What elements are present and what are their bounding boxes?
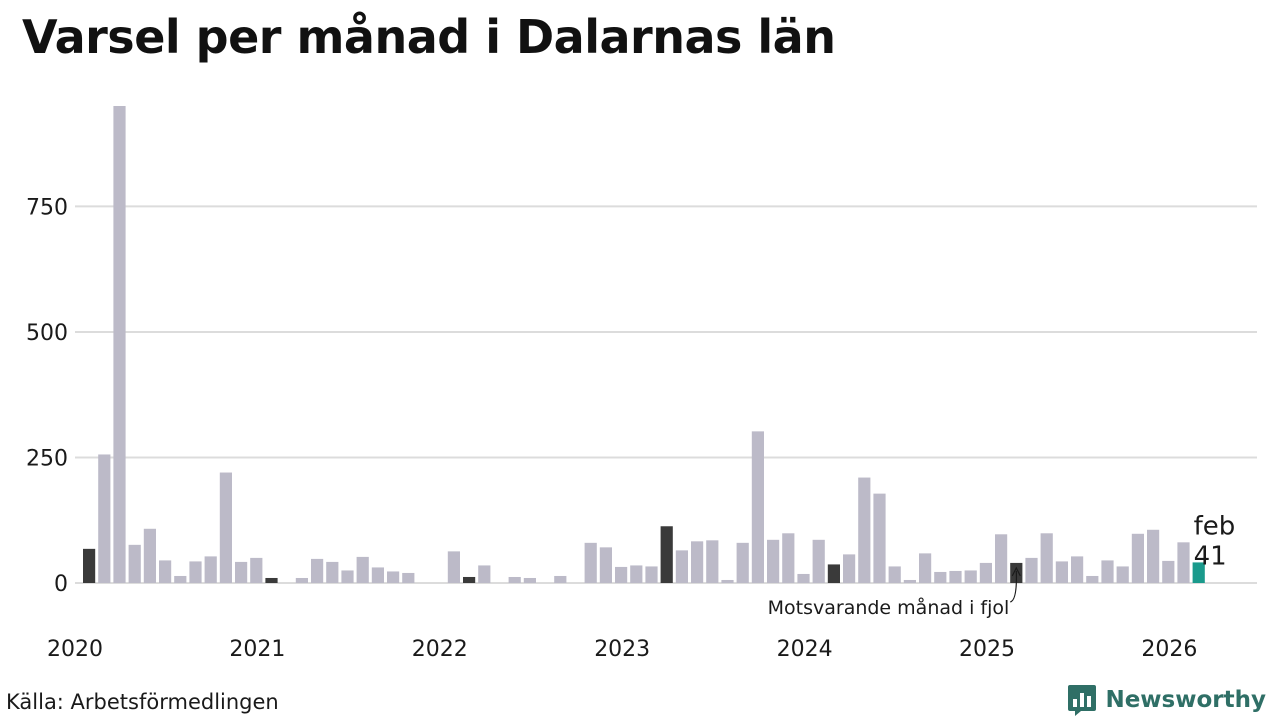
bar (219, 472, 232, 583)
x-tick-label: 2024 (777, 637, 833, 662)
bar (1071, 556, 1084, 583)
bar (782, 533, 795, 583)
bar (919, 553, 932, 583)
bar (356, 556, 369, 583)
bar (523, 577, 536, 583)
bar (554, 575, 567, 583)
y-tick-label: 750 (26, 195, 68, 220)
bar (903, 579, 916, 583)
bar (235, 561, 248, 583)
bar (265, 577, 278, 583)
newsworthy-logo-icon (1068, 685, 1097, 716)
x-axis-ticks: 2020 2021 2022 2023 2024 2025 2026 (47, 637, 1197, 662)
bar (615, 566, 628, 583)
bar (843, 554, 856, 583)
bar (751, 431, 764, 583)
current-month-label: feb (1194, 511, 1236, 541)
bar (675, 550, 688, 583)
bar (174, 575, 187, 583)
bar (949, 570, 962, 583)
bar (584, 542, 597, 583)
y-tick-label: 250 (26, 446, 68, 471)
bar (934, 571, 947, 583)
bar (463, 576, 476, 583)
bar (767, 539, 780, 583)
y-axis-ticks: 0 250 500 750 (26, 195, 68, 597)
bar (812, 539, 825, 583)
annotation-label: Motsvarande månad i fjol (768, 596, 1010, 619)
bar (706, 540, 719, 583)
bar (250, 557, 263, 583)
current-value-label: 41 (1194, 541, 1227, 571)
bar (447, 551, 460, 583)
bar (1116, 566, 1129, 583)
bar (1055, 561, 1068, 583)
y-tick-label: 0 (54, 572, 68, 597)
bar (888, 566, 901, 583)
bar (478, 565, 491, 583)
bar (143, 528, 156, 583)
bar (295, 577, 308, 583)
annotation-arrow (1010, 570, 1018, 603)
bar (964, 570, 977, 583)
bar (645, 566, 658, 583)
bar (326, 561, 339, 583)
bar (873, 493, 886, 583)
bar (341, 570, 354, 583)
bar (630, 565, 643, 583)
bar (599, 547, 612, 583)
bar (827, 564, 840, 583)
bar (128, 544, 141, 583)
bar (1162, 560, 1175, 583)
x-tick-label: 2025 (959, 637, 1015, 662)
bar (1101, 560, 1114, 583)
bar (98, 454, 111, 583)
y-tick-label: 500 (26, 321, 68, 346)
annotation-arrowhead (1011, 566, 1021, 577)
x-tick-label: 2020 (47, 637, 103, 662)
bar (995, 534, 1008, 583)
bar (159, 560, 172, 583)
bar (1086, 575, 1099, 583)
bar (189, 561, 202, 583)
bar (113, 106, 126, 583)
bar (387, 571, 400, 583)
bar (721, 579, 734, 583)
bar (204, 556, 217, 583)
brand-logo: Newsworthy (1067, 683, 1266, 717)
x-tick-label: 2023 (594, 637, 650, 662)
x-tick-label: 2026 (1141, 637, 1197, 662)
bar (858, 477, 871, 583)
bar (402, 572, 415, 583)
bar (311, 558, 324, 583)
bar (1025, 557, 1038, 583)
bar (1131, 533, 1144, 583)
bar (1147, 529, 1160, 583)
bar (508, 576, 521, 583)
bar (371, 567, 384, 583)
bar (691, 541, 704, 583)
bar (736, 542, 749, 583)
bar (797, 573, 810, 583)
chart-title: Varsel per månad i Dalarnas län (22, 10, 836, 64)
source-label: Källa: Arbetsförmedlingen (6, 690, 279, 714)
x-tick-label: 2021 (229, 637, 285, 662)
brand-name: Newsworthy (1105, 687, 1266, 713)
bar (83, 548, 96, 583)
bar (1040, 533, 1053, 583)
bar (660, 526, 673, 583)
x-tick-label: 2022 (412, 637, 468, 662)
bar (979, 562, 992, 583)
bars (83, 106, 1205, 583)
bar (1177, 542, 1190, 583)
bar (1192, 562, 1205, 583)
